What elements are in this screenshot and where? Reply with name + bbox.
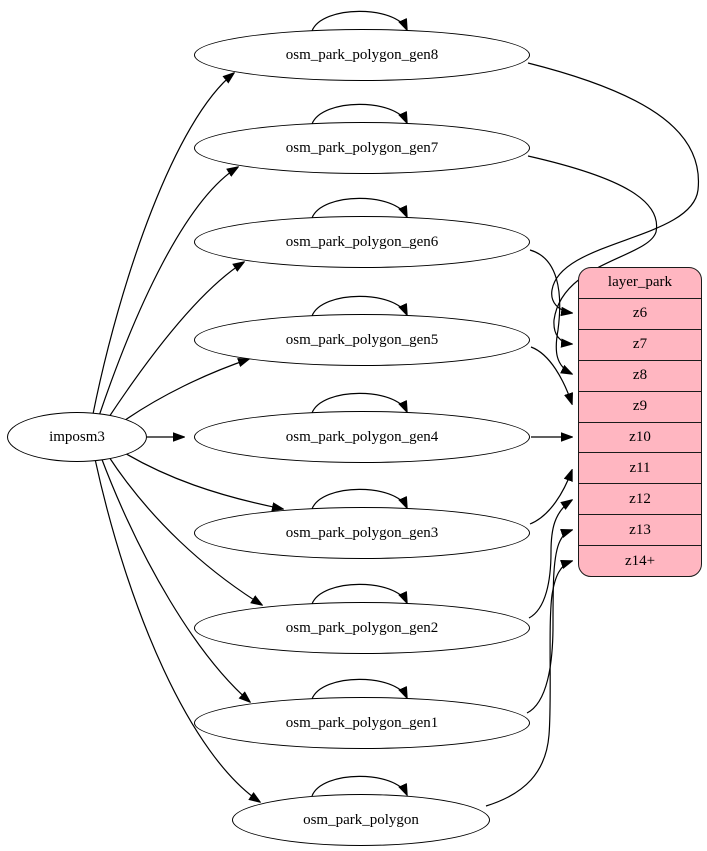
edge-gen1-z13 [526,530,572,714]
node-label: osm_park_polygon_gen3 [285,524,439,541]
layer-row-z9: z9 [579,390,701,422]
edge-gen5-z9 [530,346,572,404]
edge-gen8-z6 [527,62,700,313]
layer-row-z12: z12 [579,483,701,514]
selfloop-gen7 [311,103,407,124]
node-osm-park-polygon-gen8: osm_park_polygon_gen8 [194,29,530,81]
node-layer-park: layer_park z6 z7 z8 z9 z10 z11 z12 z13 z… [578,267,702,577]
node-imposm3-label: imposm3 [49,428,105,445]
node-label: osm_park_polygon_gen1 [285,714,439,731]
selfloop-polygon [311,775,407,796]
edge-imposm3-gen2 [106,453,262,605]
selfloop-gen4 [311,392,407,413]
node-label: osm_park_polygon_gen6 [285,233,439,250]
layer-row-z7: z7 [579,328,701,360]
node-label: osm_park_polygon [303,811,419,828]
layer-row-z11: z11 [579,452,701,483]
selfloop-gen3 [311,488,407,509]
node-osm-park-polygon-gen3: osm_park_polygon_gen3 [194,507,530,559]
layer-row-z10: z10 [579,421,701,453]
node-label: osm_park_polygon_gen7 [285,139,439,156]
node-label: osm_park_polygon_gen2 [285,619,439,636]
node-label: osm_park_polygon_gen5 [285,331,439,348]
layer-park-title: layer_park [607,274,673,291]
node-osm-park-polygon-gen2: osm_park_polygon_gen2 [194,602,530,654]
edge-gen7-z7 [527,155,658,344]
edge-imposm3-gen7 [98,167,238,417]
edge-imposm3-gen1 [100,456,250,702]
node-osm-park-polygon-gen4: osm_park_polygon_gen4 [194,411,530,463]
layer-row-z6: z6 [579,297,701,329]
edge-imposm3-gen3 [117,448,283,509]
selfloop-gen6 [311,197,407,218]
edge-imposm3-gen5 [117,359,249,426]
layer-row-z8: z8 [579,359,701,391]
node-label: osm_park_polygon_gen4 [285,428,439,445]
node-label: osm_park_polygon_gen8 [285,46,439,63]
edge-gen2-z12 [528,500,572,619]
edge-gen3-z11 [529,470,572,525]
node-osm-park-polygon: osm_park_polygon [232,794,490,846]
layer-row-z14plus: z14+ [579,545,701,576]
node-osm-park-polygon-gen1: osm_park_polygon_gen1 [194,697,530,749]
selfloop-gen5 [311,295,407,316]
node-osm-park-polygon-gen7: osm_park_polygon_gen7 [194,122,530,174]
edge-polygon-z14 [485,561,572,807]
edge-imposm3-gen6 [106,262,244,421]
node-imposm3: imposm3 [7,412,147,462]
node-osm-park-polygon-gen6: osm_park_polygon_gen6 [194,216,530,268]
selfloop-gen2 [311,583,407,604]
edge-imposm3-gen8 [92,73,234,415]
edge-imposm3-polygon [94,458,260,802]
node-osm-park-polygon-gen5: osm_park_polygon_gen5 [194,314,530,366]
selfloop-gen1 [311,678,407,699]
edge-gen6-z8 [529,249,572,374]
layer-row-z13: z13 [579,514,701,545]
selfloop-gen8 [311,10,407,31]
